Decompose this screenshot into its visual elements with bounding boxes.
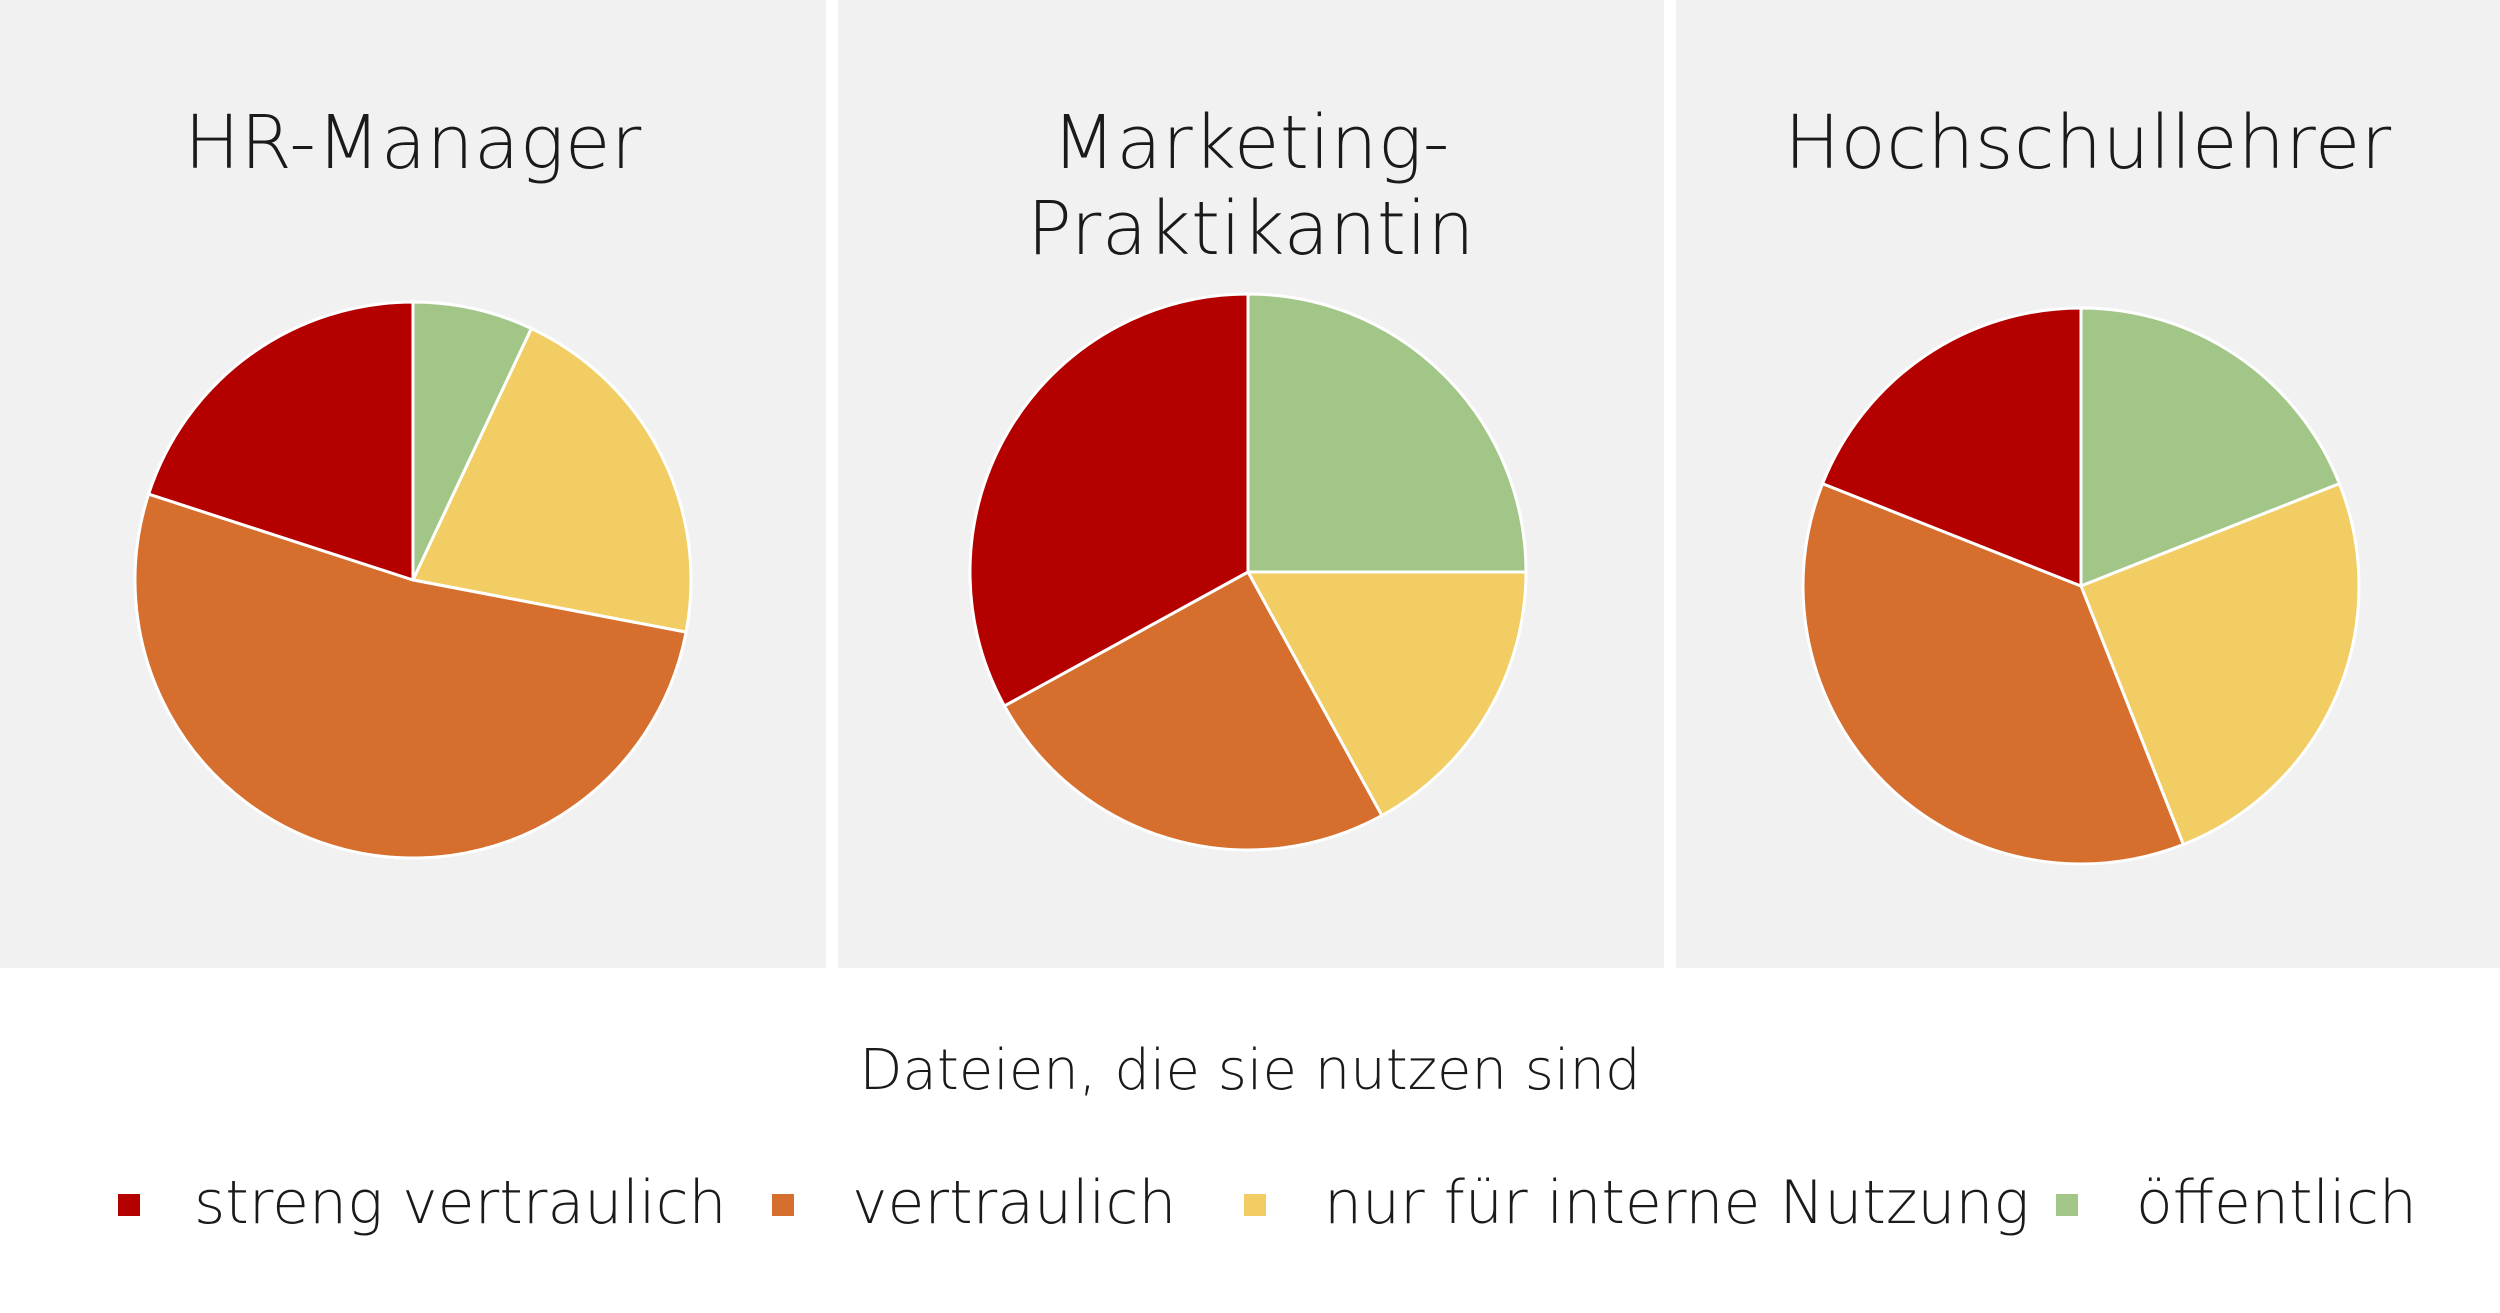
pie-slice-vertraulich [1002, 570, 1384, 852]
pie-slice-nur-fuer-interne-nutzung [1246, 570, 1528, 818]
pie-slice-oeffentlich [2079, 306, 2341, 588]
legend-label: streng vertraulich [194, 1168, 727, 1238]
chart-panel-hr-manager: HR-Manager [0, 0, 826, 968]
legend-label: nur für interne Nutzung [1324, 1168, 2030, 1238]
pie-slice-streng-vertraulich [968, 292, 1250, 708]
legend-swatch [772, 1194, 794, 1216]
legend-label: vertraulich [852, 1168, 1177, 1238]
pie-slice-streng-vertraulich [1821, 306, 2083, 588]
pie-slice-vertraulich [1801, 482, 2185, 866]
chart-panel-marketing-praktikantin: Marketing-Praktikantin [838, 0, 1664, 968]
pie-chart-marketing-praktikantin [968, 292, 1528, 852]
legend-caption: Dateien, die sie nutzen sind [859, 1038, 1641, 1103]
pie-slice-streng-vertraulich [147, 300, 415, 582]
chart-title: HR-Manager [184, 100, 642, 186]
legend-label: öffentlich [2136, 1168, 2417, 1238]
pie-slice-oeffentlich [1246, 292, 1528, 574]
legend-swatch [1244, 1194, 1266, 1216]
pie-slice-nur-fuer-interne-nutzung [2079, 482, 2361, 846]
chart-panel-hochschullehrer: Hochschullehrer [1676, 0, 2500, 968]
pie-slice-vertraulich [133, 492, 688, 860]
pie-slice-oeffentlich [411, 300, 533, 582]
chart-title: Marketing-Praktikantin [1027, 100, 1475, 272]
legend-swatch [2056, 1194, 2078, 1216]
pie-chart-hr-manager [133, 300, 693, 860]
pie-chart-hochschullehrer [1801, 306, 2361, 866]
pie-slice-nur-fuer-interne-nutzung [411, 326, 693, 634]
chart-title: Hochschullehrer [1784, 100, 2392, 186]
legend-swatch [118, 1194, 140, 1216]
